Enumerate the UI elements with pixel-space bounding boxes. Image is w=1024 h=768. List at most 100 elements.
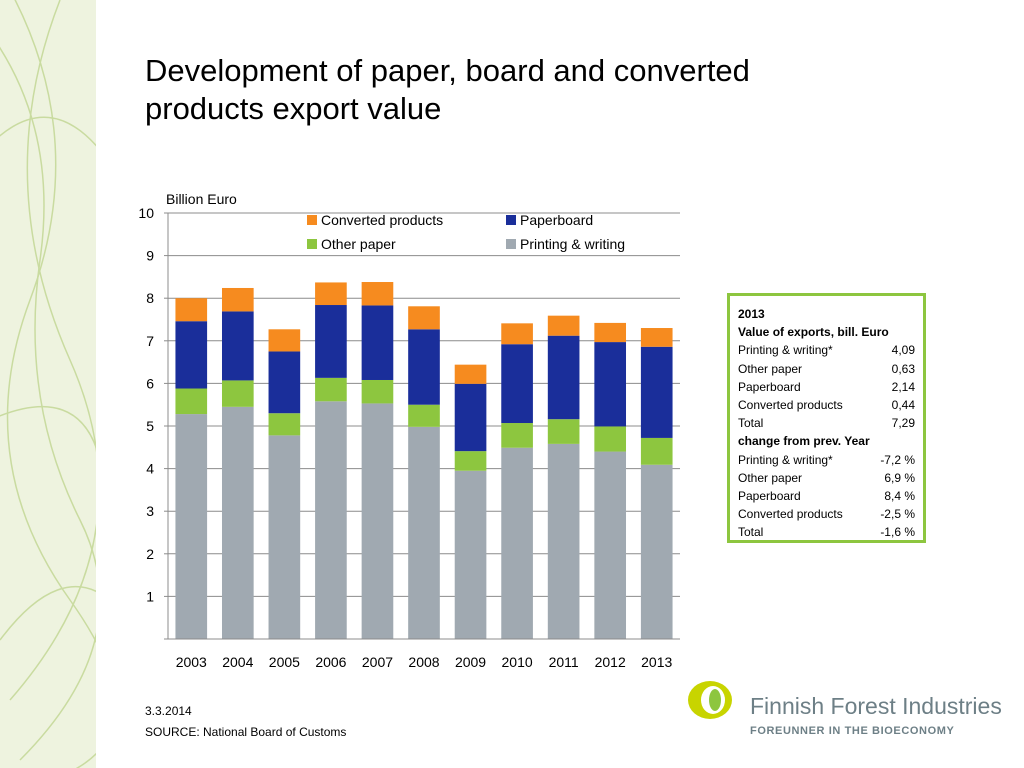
summary-row-value: 4,09 [891,343,915,358]
bar-2008-printing-writing [408,426,440,639]
y-tick-label: 8 [146,290,154,306]
legend-label: Printing & writing [520,236,625,252]
bar-2007-converted-products [361,282,394,306]
summary-row: Other paper 6,9 % [738,469,915,487]
bar-2008-paperboard [408,329,440,405]
summary-row: Other paper 0,63 [738,360,915,378]
chart-legend: Converted products Paperboard Other paper P… [307,212,625,252]
bar-layer [175,282,673,639]
bar-2013-converted-products [640,328,673,347]
summary-row-value: -1,6 % [880,525,915,540]
slide-date: 3.3.2014 [145,704,192,718]
summary-row-label: Converted products [738,398,843,413]
value-rows: Printing & writing* 4,09 Other paper 0,63 Pa… [738,341,915,432]
logo-tagline: FOREUNNER IN THE BIOECONOMY [750,725,954,737]
summary-row: Total -1,6 % [738,523,915,541]
bar-2013-printing-writing [640,464,673,639]
x-tick-label: 2012 [595,654,626,670]
summary-row: Printing & writing* 4,09 [738,341,915,359]
bar-2006-paperboard [315,305,347,378]
bar-2005-printing-writing [268,435,301,639]
bar-2007-printing-writing [361,403,394,639]
summary-row-value: -7,2 % [880,452,915,467]
summary-row-label: Printing & writing* [738,343,833,358]
summary-row: Paperboard 2,14 [738,378,915,396]
bar-2011-converted-products [547,315,580,336]
y-tick-label: 10 [138,205,154,221]
leaf-logo-icon: Finnish Forest Industries FOREUNNER IN T… [688,681,1002,737]
summary-row: Total 7,29 [738,414,915,432]
slide-title: Development of paper, board and converte… [145,52,865,128]
slide-title-line-1: Development of paper, board and converte… [145,53,750,88]
x-tick-label: 2007 [362,654,393,670]
bar-2006-other-paper [315,377,347,402]
bar-2009-other-paper [454,451,487,471]
bar-2005-other-paper [268,413,301,436]
summary-row-label: Paperboard [738,379,801,394]
bar-2009-printing-writing [454,470,487,639]
x-tick-label: 2010 [502,654,533,670]
bar-2012-printing-writing [594,451,627,639]
bar-2008-other-paper [408,404,440,427]
bar-2009-converted-products [454,364,487,384]
bar-2012-paperboard [594,342,627,427]
bar-2010-other-paper [501,423,533,448]
summary-row: Converted products -2,5 % [738,505,915,523]
bar-2011-printing-writing [547,443,580,639]
leaf-line-decoration [0,0,96,768]
bar-2003-converted-products [175,298,208,322]
summary-row-value: 0,63 [891,361,915,376]
source-note: SOURCE: National Board of Customs [145,725,347,739]
bar-2004-printing-writing [221,406,254,639]
slide-title-line-2: products export value [145,91,442,126]
summary-row-label: Other paper [738,470,803,485]
bar-2013-other-paper [640,437,673,465]
bar-2009-paperboard [454,383,487,452]
x-tick-label: 2011 [549,654,579,670]
x-tick-label: 2006 [315,654,346,670]
axis-layer: 1 2 3 4 5 6 7 8 9 10 2003 2004 2005 2006 2007 2008 2009 2… [138,205,680,670]
bar-2012-other-paper [594,426,627,452]
y-tick-label: 2 [146,546,154,562]
legend-label: Other paper [321,236,396,252]
decorative-side-band [0,0,96,768]
summary-row: Printing & writing* -7,2 % [738,451,915,469]
x-tick-label: 2005 [269,654,300,670]
legend-swatch [506,239,516,249]
bar-2010-converted-products [501,323,533,345]
bar-2004-converted-products [221,287,254,312]
y-tick-label: 3 [146,503,154,519]
bar-2005-converted-products [268,329,301,352]
company-logo: Finnish Forest Industries FOREUNNER IN T… [684,678,1004,740]
summary-row-value: 6,9 % [884,470,915,485]
y-tick-label: 4 [146,461,154,477]
summary-row-value: 0,44 [891,398,915,413]
bar-2006-printing-writing [315,401,347,639]
x-tick-label: 2009 [455,654,486,670]
summary-row-label: Total [738,416,764,431]
bar-2004-paperboard [221,311,254,381]
summary-year: 2013 [738,307,765,321]
x-tick-label: 2013 [641,654,672,670]
bar-2003-paperboard [175,321,208,389]
value-header: Value of exports, bill. Euro [738,325,889,340]
summary-row-value: 8,4 % [884,489,915,504]
bar-2010-printing-writing [501,447,533,639]
y-axis-title: Billion Euro [166,191,237,207]
y-tick-label: 6 [146,375,154,391]
bar-2004-other-paper [221,380,254,407]
change-rows: Printing & writing* -7,2 % Other paper 6,9 … [738,451,915,542]
summary-row-value: 2,14 [891,379,915,394]
summary-row-label: Total [738,525,764,540]
bar-2007-other-paper [361,379,394,404]
x-tick-label: 2008 [408,654,439,670]
legend-swatch [307,215,317,225]
y-tick-label: 9 [146,248,154,264]
summary-row: Converted products 0,44 [738,396,915,414]
bar-2010-paperboard [501,344,533,424]
legend-swatch [506,215,516,225]
y-tick-label: 5 [146,418,154,434]
bar-2012-converted-products [594,322,627,343]
summary-row-value: -2,5 % [880,507,915,522]
